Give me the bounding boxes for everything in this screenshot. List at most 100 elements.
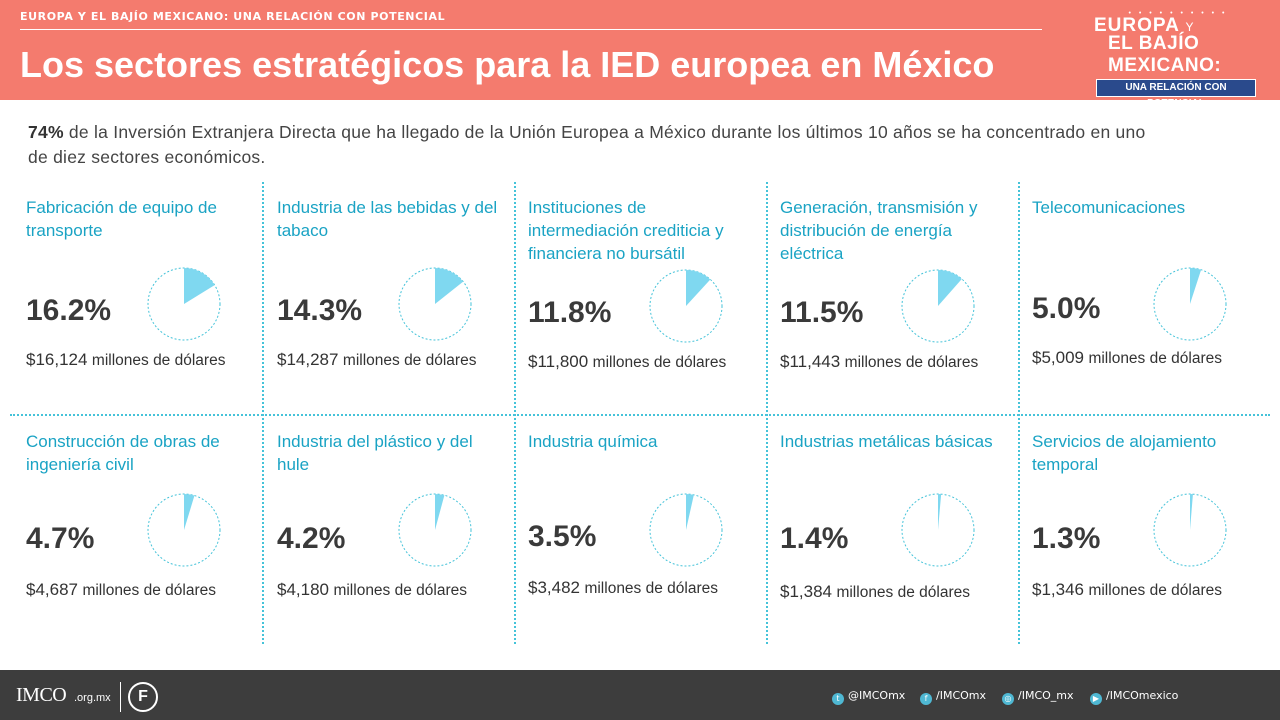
imco-domain[interactable]: .org.mx xyxy=(74,692,111,704)
sector-card: Industrias metálicas básicas 1.4% $1,384 m… xyxy=(780,416,1020,641)
pie-slice xyxy=(938,270,962,306)
pie-slice xyxy=(938,494,942,530)
sector-card: Telecomunicaciones 5.0% $5,009 millones de… xyxy=(1032,182,1272,407)
sector-pie-chart xyxy=(147,267,221,341)
pie-slice xyxy=(184,268,215,304)
sector-card: Fabricación de equipo de transporte 16.2%… xyxy=(26,182,266,407)
social-youtube[interactable]: ▶ /IMCOmexico xyxy=(1090,689,1178,705)
logo-line1-y: Y xyxy=(1185,20,1195,34)
social-label: /IMCO_mx xyxy=(1018,689,1074,702)
sector-amount-value: $11,443 xyxy=(780,352,841,371)
logo-line1: EUROPA Y xyxy=(1094,15,1262,37)
twitter-icon: t xyxy=(832,693,844,705)
sector-name: Industrias metálicas básicas xyxy=(780,432,993,451)
sector-card: Industria del plástico y del hule 4.2% $4,… xyxy=(277,416,517,641)
sector-amount-unit: millones de dólares xyxy=(82,582,216,599)
grid-divider-vertical xyxy=(1018,182,1020,644)
pie-slice xyxy=(1190,494,1193,530)
sector-percentage: 14.3% xyxy=(277,294,363,327)
sector-amount-unit: millones de dólares xyxy=(333,582,467,599)
sector-pie-chart xyxy=(398,267,472,341)
sector-amount: $16,124 millones de dólares xyxy=(26,350,225,370)
sector-pie-chart xyxy=(649,493,723,567)
footer: IMCO .org.mx F t @IMCOmx f/IMCOmx ◎ /IMCO_… xyxy=(0,670,1280,720)
sector-amount-value: $11,800 xyxy=(528,352,589,371)
sector-percentage: 16.2% xyxy=(26,294,112,327)
f-badge-icon[interactable]: F xyxy=(128,682,158,712)
sector-amount-value: $4,180 xyxy=(277,580,329,599)
sector-percentage: 11.8% xyxy=(528,296,612,329)
sector-amount-value: $4,687 xyxy=(26,580,78,599)
pie-slice xyxy=(435,494,445,530)
sector-amount-unit: millones de dólares xyxy=(592,354,727,371)
intro-body: de la Inversión Extranjera Directa que h… xyxy=(28,122,1146,167)
sector-amount-unit: millones de dólares xyxy=(844,354,979,371)
sector-amount: $11,800 millones de dólares xyxy=(528,352,726,372)
sector-amount: $5,009 millones de dólares xyxy=(1032,348,1222,368)
logo-line1-text: EUROPA xyxy=(1094,15,1180,36)
grid-divider-vertical xyxy=(262,182,264,644)
sector-name: Generación, transmisión y distribución d… xyxy=(780,198,978,263)
sector-card: Generación, transmisión y distribución d… xyxy=(780,182,1020,407)
sector-name: Servicios de alojamiento temporal xyxy=(1032,432,1217,474)
sector-name: Industria de las bebidas y del tabaco xyxy=(277,198,498,240)
sector-amount: $4,180 millones de dólares xyxy=(277,580,467,600)
sector-name: Instituciones de intermediación creditic… xyxy=(528,198,724,263)
sector-amount-unit: millones de dólares xyxy=(584,580,718,597)
sector-pie-chart xyxy=(398,493,472,567)
sector-percentage: 5.0% xyxy=(1032,292,1101,325)
sector-amount: $1,384 millones de dólares xyxy=(780,582,970,602)
sector-amount: $3,482 millones de dólares xyxy=(528,578,718,598)
sector-percentage: 4.7% xyxy=(26,522,95,555)
sector-amount-unit: millones de dólares xyxy=(836,584,970,601)
sector-amount-value: $3,482 xyxy=(528,578,580,597)
sector-pie-chart xyxy=(901,493,975,567)
sector-amount: $14,287 millones de dólares xyxy=(277,350,476,370)
sector-name: Industria del plástico y del hule xyxy=(277,432,473,474)
social-facebook[interactable]: f/IMCOmx xyxy=(920,689,986,705)
campaign-logo: • • • • • • • • • • EUROPA Y EL BAJÍO ME… xyxy=(1094,10,1262,109)
sector-amount-value: $1,384 xyxy=(780,582,832,601)
pie-slice xyxy=(435,268,464,304)
sector-name: Telecomunicaciones xyxy=(1032,198,1186,217)
footer-divider xyxy=(120,682,121,712)
sector-card: Construcción de obras de ingeniería civi… xyxy=(26,416,266,641)
social-twitter[interactable]: t @IMCOmx xyxy=(832,689,905,705)
facebook-icon: f xyxy=(920,693,932,705)
intro-text: 74% de la Inversión Extranjera Directa q… xyxy=(28,120,1158,170)
pie-slice xyxy=(686,494,694,530)
sector-card: Industria química 3.5% $3,482 millones de … xyxy=(528,416,768,641)
sector-amount-unit: millones de dólares xyxy=(91,352,226,369)
social-instagram[interactable]: ◎ /IMCO_mx xyxy=(1002,689,1074,705)
sector-amount: $4,687 millones de dólares xyxy=(26,580,216,600)
sector-card: Servicios de alojamiento temporal 1.3% $1,… xyxy=(1032,416,1272,641)
sector-name: Industria química xyxy=(528,432,658,451)
pie-slice xyxy=(184,494,195,530)
sector-pie-chart xyxy=(1153,493,1227,567)
page-title: Los sectores estratégicos para la IED eu… xyxy=(20,44,995,85)
sector-grid: Fabricación de equipo de transporte 16.2%… xyxy=(10,182,1270,644)
sector-pie-chart xyxy=(1153,267,1227,341)
header-kicker: EUROPA Y EL BAJÍO MEXICANO: UNA RELACIÓN… xyxy=(20,10,446,23)
sector-amount-value: $16,124 xyxy=(26,350,88,369)
sector-card: Industria de las bebidas y del tabaco 14.… xyxy=(277,182,517,407)
sector-name: Construcción de obras de ingeniería civi… xyxy=(26,432,220,474)
logo-line3: UNA RELACIÓN CON POTENCIAL xyxy=(1096,79,1256,109)
sector-amount-unit: millones de dólares xyxy=(1088,350,1222,367)
social-label: @IMCOmx xyxy=(848,689,906,702)
sector-percentage: 4.2% xyxy=(277,522,346,555)
header-banner: EUROPA Y EL BAJÍO MEXICANO: UNA RELACIÓN… xyxy=(0,0,1280,109)
pie-slice xyxy=(1190,268,1202,304)
youtube-icon: ▶ xyxy=(1090,693,1102,705)
sector-pie-chart xyxy=(901,269,975,343)
sector-amount-unit: millones de dólares xyxy=(1088,582,1222,599)
sector-card: Instituciones de intermediación creditic… xyxy=(528,182,768,407)
instagram-icon: ◎ xyxy=(1002,693,1014,705)
sector-amount: $11,443 millones de dólares xyxy=(780,352,978,372)
imco-logo[interactable]: IMCO xyxy=(16,684,67,706)
kicker-divider xyxy=(20,29,1042,30)
sector-percentage: 11.5% xyxy=(780,296,864,329)
pie-slice xyxy=(686,270,711,306)
sector-amount-value: $14,287 xyxy=(277,350,339,369)
grid-divider-horizontal xyxy=(10,414,1270,416)
